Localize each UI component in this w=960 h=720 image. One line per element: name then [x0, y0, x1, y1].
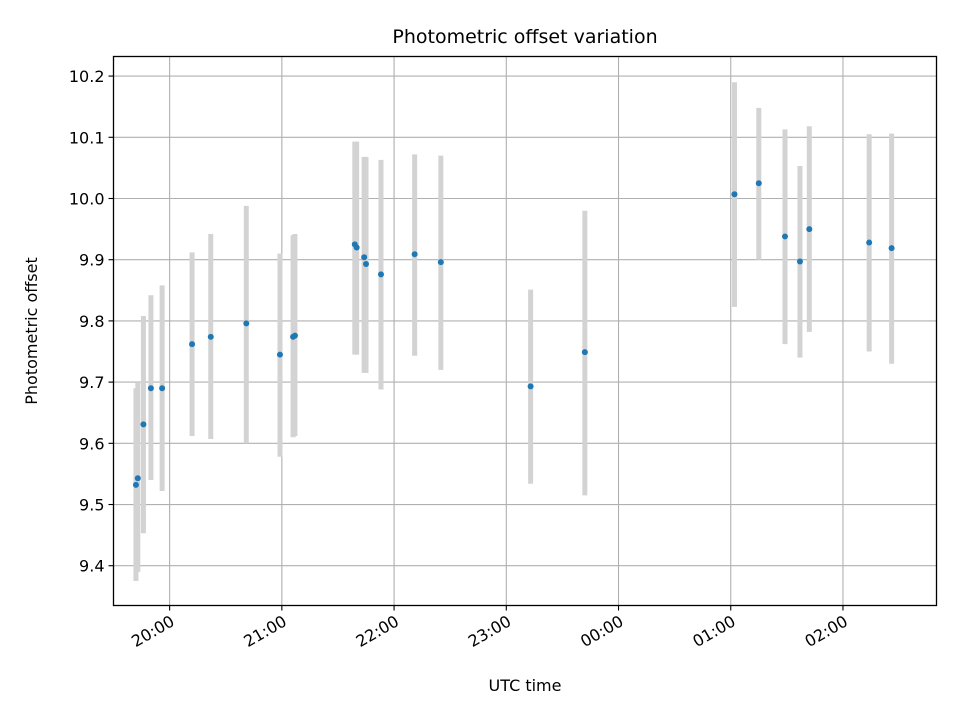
data-point — [781, 233, 788, 240]
data-point — [159, 385, 166, 392]
data-point — [291, 332, 298, 339]
grid — [113, 56, 937, 606]
y-tick-label: 9.4 — [79, 557, 104, 576]
data-point — [581, 349, 588, 356]
y-axis: 9.4 9.5 9.6 9.7 9.8 9.9 10.0 10.1 10.2 — [69, 67, 114, 576]
data-point — [755, 180, 762, 187]
data-point — [147, 385, 154, 392]
data-point — [411, 251, 418, 258]
y-tick-label: 9.6 — [79, 434, 104, 453]
data-point — [207, 333, 214, 340]
data-point — [527, 383, 534, 390]
data-point — [276, 351, 283, 358]
data-point — [189, 341, 196, 348]
y-tick-label: 9.5 — [79, 496, 104, 515]
y-tick-label: 9.7 — [79, 373, 104, 392]
data-point — [806, 226, 813, 233]
y-tick-label: 10.2 — [69, 67, 105, 86]
y-tick-label: 9.8 — [79, 312, 104, 331]
data-point — [132, 481, 139, 488]
data-point — [377, 271, 384, 278]
data-point — [888, 245, 895, 252]
data-point — [361, 254, 368, 261]
data-point — [134, 475, 141, 482]
data-point — [731, 191, 738, 198]
x-axis-label: UTC time — [489, 676, 562, 695]
plot-frame — [112, 55, 938, 607]
data-point — [866, 239, 873, 246]
data-point — [437, 259, 444, 266]
data-point — [796, 258, 803, 265]
chart-title: Photometric offset variation — [392, 26, 657, 48]
data-point — [353, 244, 360, 251]
data-point — [363, 260, 370, 267]
data-point — [243, 320, 250, 327]
y-tick-label: 10.0 — [69, 189, 105, 208]
y-tick-label: 9.9 — [79, 251, 104, 270]
y-axis-label: Photometric offset — [22, 257, 41, 405]
data-points — [132, 180, 895, 488]
y-tick-label: 10.1 — [69, 128, 105, 147]
data-point — [140, 421, 147, 428]
